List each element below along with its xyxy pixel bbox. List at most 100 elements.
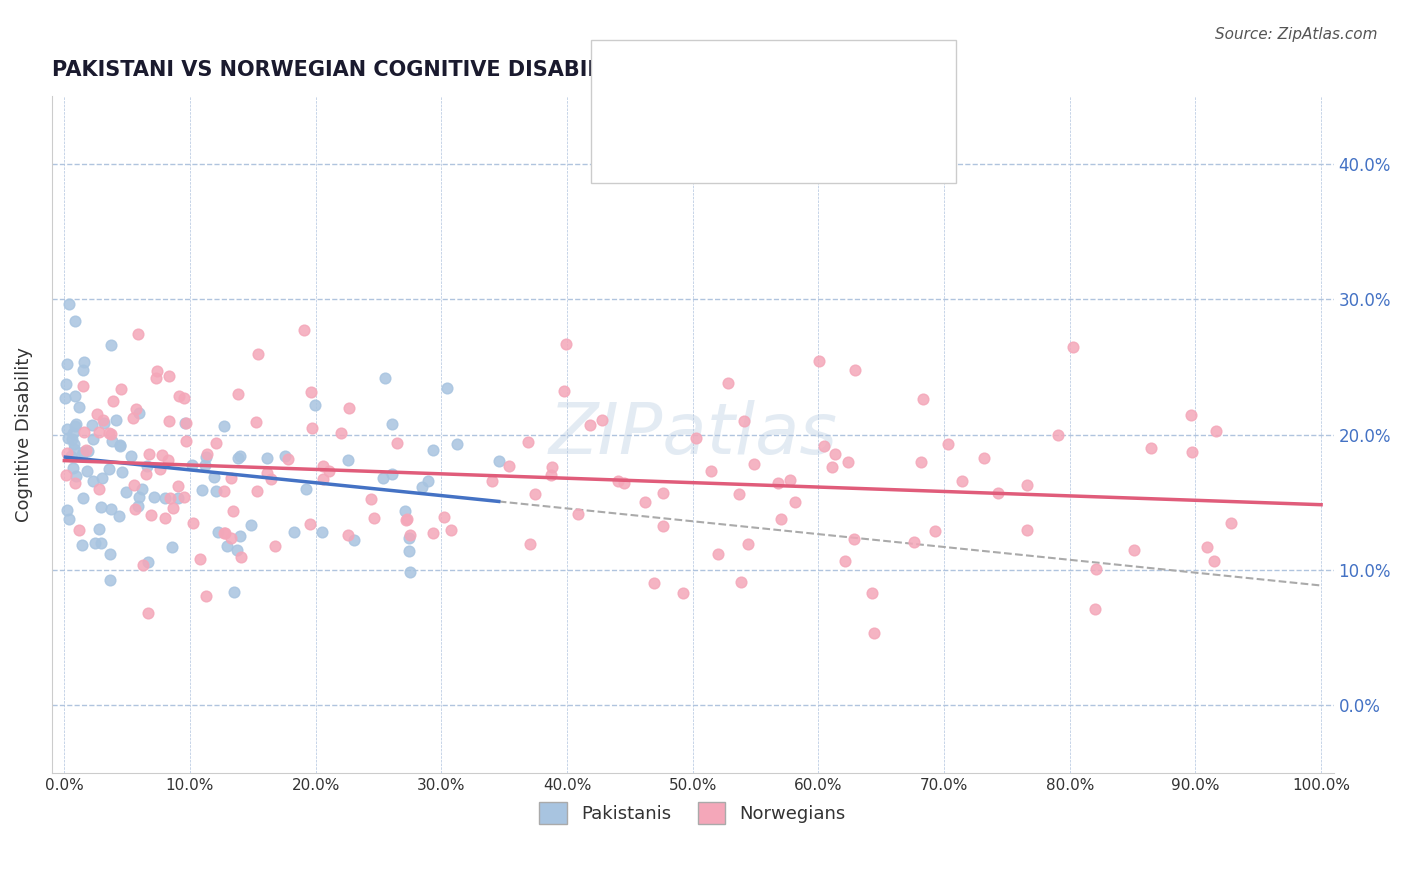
Norwegians [481,474,503,488]
Norwegians [145,370,167,384]
Norwegians [167,389,190,403]
Pakistanis [65,417,87,431]
Pakistanis [53,391,76,405]
Pakistanis [82,432,104,446]
Y-axis label: Cognitive Disability: Cognitive Disability [15,347,32,522]
Norwegians [779,473,801,487]
Norwegians [1046,427,1069,442]
Norwegians [136,607,159,621]
Pakistanis [256,451,278,466]
Pakistanis [72,363,94,377]
Norwegians [73,425,96,439]
Pakistanis [398,544,420,558]
Norwegians [103,393,125,408]
Pakistanis [93,416,115,430]
Pakistanis [87,522,110,536]
Pakistanis [202,470,225,484]
Pakistanis [446,437,468,451]
Norwegians [245,415,267,429]
Norwegians [742,457,765,471]
Pakistanis [191,483,214,498]
Norwegians [707,547,730,561]
Pakistanis [80,418,103,433]
Pakistanis [72,491,94,506]
Pakistanis [416,474,439,488]
Norwegians [1017,523,1039,537]
Norwegians [219,471,242,485]
Norwegians [150,448,173,462]
Norwegians [231,550,253,565]
Norwegians [523,486,546,500]
Pakistanis [60,432,83,446]
Pakistanis [65,419,87,434]
Pakistanis [181,458,204,473]
Pakistanis [207,525,229,540]
Norwegians [591,413,613,427]
Pakistanis [90,536,112,550]
Norwegians [256,466,278,480]
Norwegians [173,490,195,504]
Norwegians [824,447,846,461]
Pakistanis [56,357,79,371]
Norwegians [56,446,79,460]
Text: ZIPatlas: ZIPatlas [548,401,837,469]
Norwegians [516,435,538,450]
Norwegians [1219,516,1241,530]
Norwegians [138,447,160,461]
Norwegians [329,426,352,441]
Text: Source: ZipAtlas.com: Source: ZipAtlas.com [1215,27,1378,42]
Pakistanis [115,484,138,499]
Norwegians [613,475,636,490]
Pakistanis [98,573,121,587]
Norwegians [212,484,235,499]
Norwegians [221,531,243,545]
Norwegians [813,439,835,453]
Pakistanis [274,449,297,463]
Text: PAKISTANI VS NORWEGIAN COGNITIVE DISABILITY CORRELATION CHART: PAKISTANI VS NORWEGIAN COGNITIVE DISABIL… [52,60,894,79]
Norwegians [395,513,418,527]
Norwegians [578,417,600,432]
Norwegians [860,586,883,600]
Norwegians [1084,562,1107,576]
Pakistanis [194,458,217,473]
Pakistanis [63,314,86,328]
Norwegians [808,354,831,368]
Norwegians [167,479,190,493]
Norwegians [121,410,143,425]
Norwegians [727,487,749,501]
Pakistanis [62,461,84,475]
Pakistanis [128,406,150,420]
Norwegians [863,625,886,640]
Norwegians [135,467,157,482]
Norwegians [685,431,707,445]
Pakistanis [283,525,305,540]
Norwegians [195,447,218,461]
Pakistanis [56,431,79,445]
Pakistanis [70,448,93,462]
Pakistanis [128,491,150,505]
Norwegians [299,517,322,532]
Norwegians [422,526,444,541]
Norwegians [433,509,456,524]
Norwegians [174,434,197,449]
Norwegians [205,436,228,450]
Norwegians [156,453,179,467]
Pakistanis [73,354,96,368]
Pakistanis [398,532,420,546]
Pakistanis [229,529,252,543]
Norwegians [1197,540,1219,554]
Pakistanis [90,500,112,514]
Pakistanis [311,524,333,539]
Pakistanis [214,418,236,433]
Pakistanis [84,536,107,550]
Norwegians [157,414,180,428]
Pakistanis [62,425,84,440]
Norwegians [987,485,1010,500]
Norwegians [194,589,217,603]
Norwegians [730,574,752,589]
Pakistanis [343,533,366,547]
Norwegians [733,414,755,428]
Pakistanis [304,399,326,413]
Pakistanis [100,501,122,516]
Norwegians [173,391,195,405]
